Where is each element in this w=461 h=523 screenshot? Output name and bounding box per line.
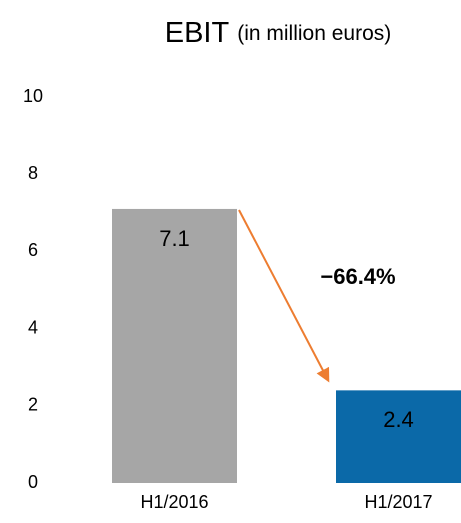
bar	[112, 208, 237, 483]
bar-value-label: 2.4	[383, 407, 414, 432]
bar-value-label: 7.1	[159, 226, 190, 251]
change-annotation: −66.4%	[320, 264, 395, 289]
chart-subtitle: (in million euros)	[237, 22, 391, 45]
y-tick-label: 4	[28, 317, 38, 337]
x-tick-label: H1/2016	[140, 492, 208, 512]
chart-title: EBIT	[165, 17, 230, 49]
change-arrow	[238, 209, 330, 383]
y-tick-label: 6	[28, 240, 38, 260]
y-tick-label: 2	[28, 395, 38, 415]
y-tick-label: 0	[28, 472, 38, 492]
y-tick-label: 8	[28, 163, 38, 183]
bar	[336, 390, 461, 483]
x-tick-label: H1/2017	[364, 492, 432, 512]
y-tick-label: 10	[23, 86, 43, 106]
chart-title-group: EBIT (in million euros)	[165, 17, 392, 49]
